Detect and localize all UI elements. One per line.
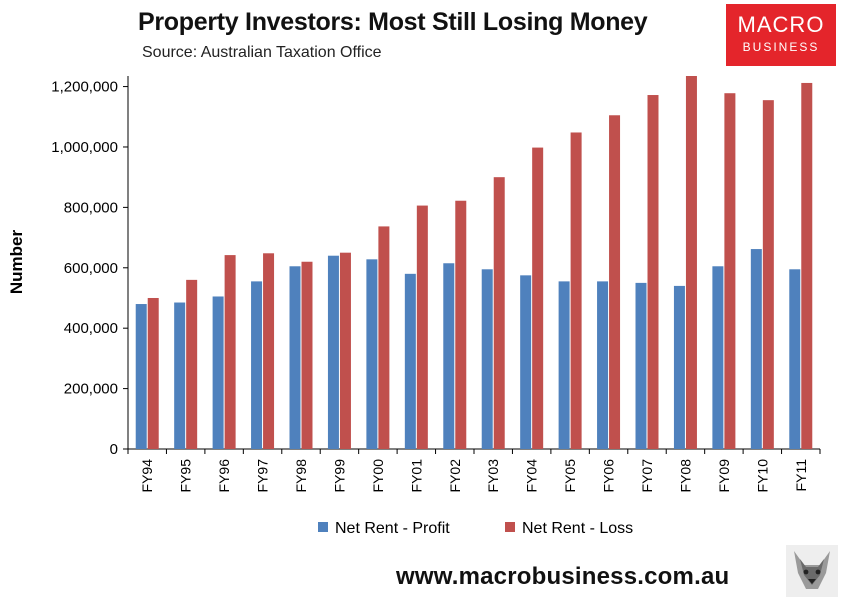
chart-title: Property Investors: Most Still Losing Mo… [138,8,648,36]
bar-profit [673,285,685,449]
bar-loss [609,115,621,450]
y-tick-label: 400,000 [64,320,118,337]
bar-profit [289,266,301,449]
bar-loss [416,205,428,449]
chart-subtitle: Source: Australian Taxation Office [142,44,382,61]
x-tick-label: FY08 [677,459,693,493]
x-tick-label: FY94 [139,459,155,493]
x-tick-label: FY95 [178,459,194,493]
bar-loss [186,279,198,449]
legend-swatch [318,522,328,532]
x-tick-label: FY03 [485,459,501,493]
x-tick-label: FY01 [408,459,424,493]
bar-profit [481,269,493,449]
bar-profit [443,263,455,449]
macro-business-logo: MACRO BUSINESS [726,4,836,66]
plot-area: 0 200,000 400,000 600,000 800,000 1,000,000 1,… [7,76,821,537]
x-tick-label: FY09 [716,459,732,493]
bar-loss [801,82,813,449]
bar-profit [251,281,263,449]
y-tick-label: 1,000,000 [51,139,118,156]
bar-profit [520,275,532,449]
x-tick-label: FY97 [255,459,271,493]
legend-label: Net Rent - Loss [522,520,633,537]
bar-loss [378,226,390,449]
x-tick-label: FY99 [331,459,347,493]
bar-loss [724,93,736,449]
bar-profit [635,282,647,449]
x-tick-label: FY02 [447,459,463,493]
bar-loss [224,255,236,449]
bar-profit [789,269,801,449]
bar-loss [455,200,467,449]
x-tick-label: FY04 [524,459,540,493]
x-tick-label: FY06 [601,459,617,493]
bar-profit [558,281,570,449]
bar-loss [339,252,351,449]
y-tick-label: 1,200,000 [51,79,118,96]
x-tick-label: FY11 [793,459,809,492]
y-tick-label: 600,000 [64,260,118,277]
logo-line-1: MACRO [737,12,825,37]
bar-loss [493,177,505,449]
bar-loss [762,100,774,450]
legend-label: Net Rent - Profit [335,520,450,537]
y-tick-label: 0 [110,441,118,458]
x-tick-label: FY10 [754,459,770,493]
bar-loss [301,261,313,449]
x-tick-label: FY96 [216,459,232,493]
bar-loss [647,95,659,449]
bar-profit [174,302,186,449]
y-axis-label: Number [7,230,26,295]
x-tick-label: FY98 [293,459,309,493]
x-tick-label: FY00 [370,459,386,493]
y-tick-label: 800,000 [64,199,118,216]
bar-profit [135,304,147,449]
footer-url: www.macrobusiness.com.au [396,563,730,590]
y-tick-label: 200,000 [64,381,118,398]
bar-profit [212,296,224,449]
legend-swatch [505,522,515,532]
bar-loss [685,76,697,449]
bar-profit [597,281,609,449]
x-tick-label: FY05 [562,459,578,493]
x-tick-label: FY07 [639,459,655,493]
bar-profit [712,266,724,449]
bar-profit [750,249,762,449]
bar-profit [404,273,416,449]
bar-loss [532,147,544,449]
bar-profit [327,255,339,449]
logo-line-2: BUSINESS [742,40,820,54]
bar-loss [570,132,582,449]
bar-loss [147,297,159,449]
wolf-mascot-icon [786,545,838,597]
bar-profit [366,259,378,449]
bar-loss [263,253,275,449]
